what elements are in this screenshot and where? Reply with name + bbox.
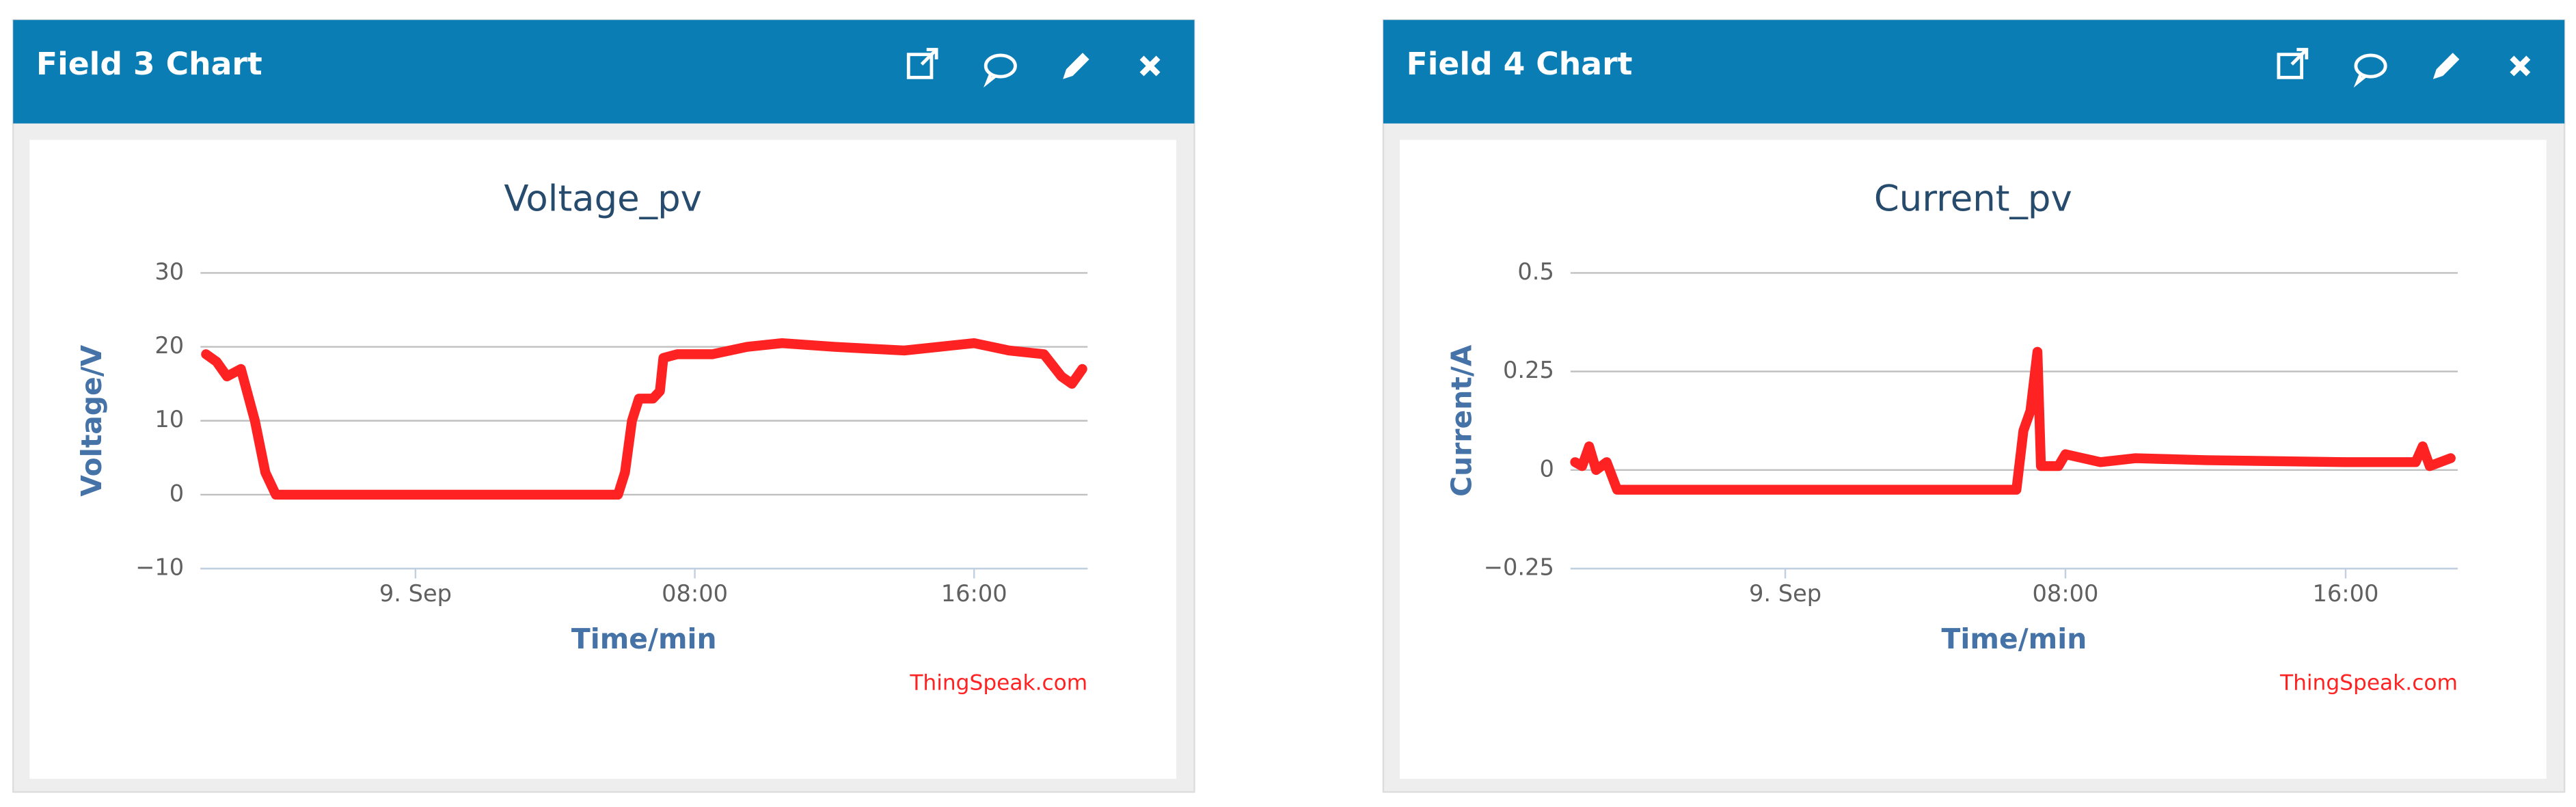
close-icon[interactable]	[1139, 55, 1161, 77]
icon-part	[2277, 53, 2303, 79]
chart-area	[29, 139, 1177, 779]
data-line	[1570, 346, 2456, 495]
y-tick-label: −0.25	[1484, 554, 1554, 581]
y-tick-label: 10	[154, 406, 184, 433]
y-tick-label: 0.25	[1503, 357, 1554, 383]
open-icon[interactable]	[906, 48, 938, 79]
y-tick-label: 0.5	[1517, 258, 1554, 285]
panel-header	[13, 20, 1195, 124]
y-axis-label: Voltage/V	[75, 344, 108, 496]
x-tick-label: 08:00	[662, 580, 728, 607]
panel-title: Field 4 Chart	[1407, 46, 1633, 82]
y-tick-label: −10	[135, 554, 184, 581]
y-tick-label: 0	[170, 480, 184, 506]
comment-icon[interactable]	[984, 53, 1017, 88]
icon-part	[984, 53, 1017, 79]
x-axis-label: Time/min	[571, 623, 717, 655]
credit: ThingSpeak.com	[909, 670, 1087, 695]
x-axis-label: Time/min	[1942, 623, 2087, 655]
open-icon[interactable]	[2277, 48, 2309, 79]
close-icon[interactable]	[2510, 55, 2531, 77]
comment-icon[interactable]	[2353, 53, 2387, 88]
icon-part	[984, 73, 997, 88]
icon-part	[2353, 73, 2367, 88]
y-tick-label: 20	[154, 332, 184, 359]
y-tick-label: 30	[154, 258, 184, 285]
icon-part	[2354, 53, 2387, 79]
y-tick-label: 0	[1539, 455, 1554, 482]
edit-icon[interactable]	[1063, 53, 1089, 79]
x-tick-label: 9. Sep	[1749, 580, 1821, 607]
y-axis-label: Current/A	[1446, 344, 1478, 497]
data-line	[201, 338, 1087, 500]
chart-title: Current_pv	[1874, 178, 2072, 219]
credit: ThingSpeak.com	[2279, 670, 2458, 695]
panel-title: Field 3 Chart	[36, 46, 262, 82]
x-tick-label: 16:00	[2312, 580, 2378, 607]
x-tick-label: 9. Sep	[379, 580, 452, 607]
chart-title: Voltage_pv	[504, 178, 702, 219]
icon-part	[2290, 48, 2309, 66]
edit-icon[interactable]	[2432, 53, 2460, 79]
icon-part	[920, 48, 938, 66]
x-tick-label: 16:00	[941, 580, 1007, 607]
icon-part	[906, 53, 934, 79]
panel-header	[1383, 20, 2565, 124]
x-tick-label: 08:00	[2033, 580, 2099, 607]
